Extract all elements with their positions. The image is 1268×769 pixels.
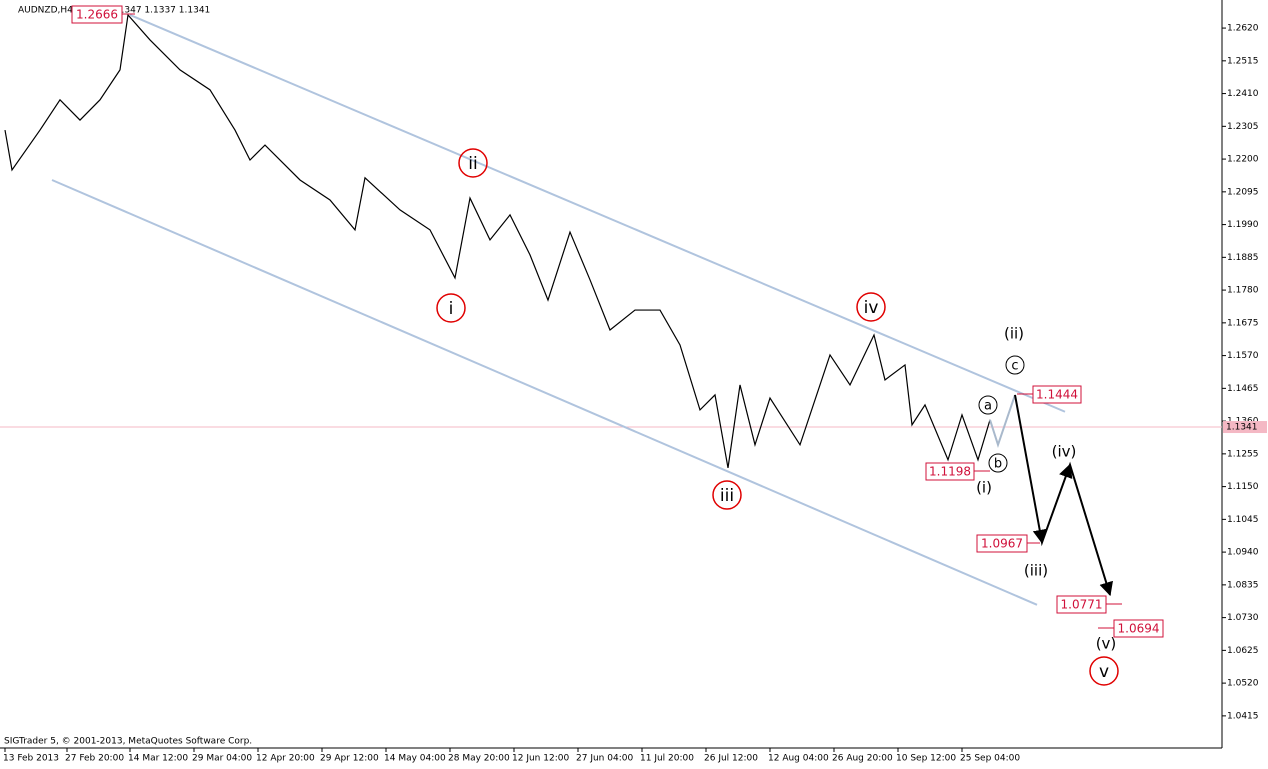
wave-circle: [856, 292, 886, 322]
wave-label: (i): [976, 479, 992, 497]
x-tick-label: 13 Feb 2013: [3, 754, 59, 764]
arrow-head: [1059, 463, 1073, 479]
wave-label: ii: [468, 154, 477, 174]
y-tick-label: 1.0415: [1227, 711, 1259, 721]
x-tick-label: 12 Apr 20:00: [256, 754, 315, 764]
y-tick-label: 1.1570: [1227, 351, 1259, 361]
wave-circle: [712, 480, 742, 510]
y-tick-label: 1.1885: [1227, 253, 1259, 263]
x-tick-label: 25 Sep 04:00: [960, 754, 1020, 764]
x-tick-label: 28 May 20:00: [448, 754, 510, 764]
x-tick-label: 10 Sep 12:00: [896, 754, 956, 764]
y-tick-label: 1.0940: [1227, 548, 1259, 558]
x-tick-label: 26 Jul 12:00: [704, 754, 758, 764]
wave-label: i: [449, 299, 454, 319]
series-line: [129, 14, 1066, 413]
footer: SIGTrader 5, © 2001-2013, MetaQuotes Sof…: [4, 737, 252, 747]
series-line: [4, 13, 991, 468]
y-tick-label: 1.1045: [1227, 515, 1259, 525]
wave-label: (ii): [1004, 325, 1024, 343]
x-tick-label: 26 Aug 20:00: [832, 754, 893, 764]
series-line: [989, 394, 1016, 448]
y-tick-label: 1.2200: [1227, 155, 1259, 165]
y-tick-label: 1.1675: [1227, 318, 1259, 328]
y-tick-label: 1.0730: [1227, 613, 1259, 623]
price-box-label: 1.1198: [929, 465, 971, 479]
wave-label: (v): [1096, 635, 1117, 653]
price-box: [71, 5, 123, 24]
y-tick-label: 1.1465: [1227, 384, 1259, 394]
wave-label: b: [994, 457, 1002, 472]
x-tick-label: 12 Aug 04:00: [768, 754, 829, 764]
price-box-label: 1.0771: [1061, 598, 1103, 612]
wave-label: iv: [864, 298, 879, 318]
y-tick-label: 1.0625: [1227, 646, 1259, 656]
wave-label: iii: [720, 486, 734, 506]
price-box-label: 1.0967: [981, 537, 1023, 551]
wave-label: v: [1099, 662, 1109, 682]
arrow-head: [1032, 528, 1047, 544]
y-tick-label: 1.1150: [1227, 482, 1259, 492]
wave-circle: [1089, 656, 1119, 686]
wave-circle: [458, 148, 488, 178]
x-tick-label: 27 Jun 04:00: [576, 754, 633, 764]
x-tick-label: 27 Feb 20:00: [65, 754, 124, 764]
y-tick-label: 1.0835: [1227, 580, 1259, 590]
x-tick-label: 14 Mar 12:00: [128, 754, 188, 764]
x-tick-label: 12 Jun 12:00: [512, 754, 569, 764]
x-tick-label: 14 May 04:00: [384, 754, 446, 764]
y-tick-label: 1.2515: [1227, 56, 1259, 66]
y-tick-label: 1.2095: [1227, 187, 1259, 197]
series-line: [51, 179, 1038, 606]
price-box: [976, 534, 1028, 553]
wave-circle: [436, 293, 466, 323]
price-box-label: 1.1444: [1036, 388, 1078, 402]
price-tag-label: 1.1341: [1226, 423, 1258, 433]
y-tick-label: 1.1255: [1227, 449, 1259, 459]
x-tick-label: 29 Mar 04:00: [192, 754, 252, 764]
y-tick-label: 1.2410: [1227, 89, 1259, 99]
price-box: [925, 462, 975, 481]
wave-circle: [978, 395, 998, 415]
wave-circle: [988, 453, 1008, 473]
wave-label: (iv): [1052, 443, 1077, 461]
price-box: [1032, 385, 1082, 404]
wave-label: a: [984, 399, 992, 414]
wave-circle: [1005, 355, 1025, 375]
y-tick-label: 1.1780: [1227, 286, 1259, 296]
y-tick-label: 1.1990: [1227, 220, 1259, 230]
y-tick-label: 1.2620: [1227, 24, 1259, 34]
price-box-label: 1.0694: [1118, 622, 1160, 636]
x-tick-label: 11 Jul 20:00: [640, 754, 694, 764]
series-line: [1014, 394, 1113, 597]
price-box-label: 1.2666: [76, 8, 118, 22]
price-box: [1056, 595, 1107, 614]
wave-label: (iii): [1024, 562, 1048, 580]
wave-label: c: [1011, 359, 1018, 374]
y-tick-label: 1.2305: [1227, 122, 1259, 132]
price-box: [1113, 619, 1164, 638]
price-tag: [1223, 421, 1267, 434]
y-tick-label: 1.0520: [1227, 679, 1259, 689]
x-tick-label: 29 Apr 12:00: [320, 754, 379, 764]
